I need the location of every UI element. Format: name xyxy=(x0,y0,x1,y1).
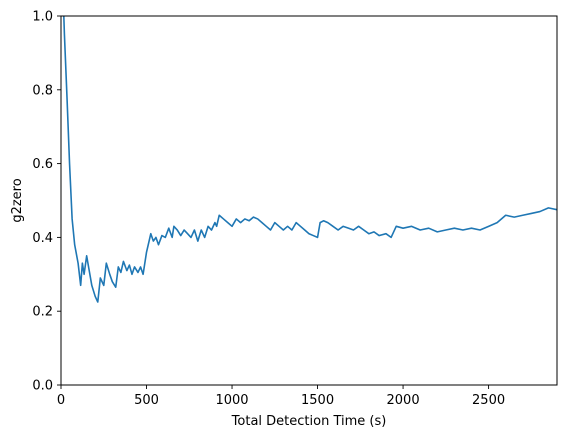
x-axis: 0 500 1000 1500 2000 2500 xyxy=(57,385,505,408)
y-tick-label: 0.6 xyxy=(32,157,53,172)
y-axis-label: g2zero xyxy=(10,178,25,222)
plot-area xyxy=(63,16,557,303)
x-tick-label: 2000 xyxy=(387,393,420,408)
x-tick-label: 0 xyxy=(57,393,65,408)
y-tick-label: 1.0 xyxy=(32,10,53,25)
y-tick-label: 0.4 xyxy=(32,231,53,246)
y-tick-label: 0.0 xyxy=(32,379,53,394)
x-axis-label: Total Detection Time (s) xyxy=(231,414,387,429)
x-tick-label: 1000 xyxy=(215,393,248,408)
series-line-0 xyxy=(63,16,557,303)
y-tick-label: 0.2 xyxy=(32,305,53,320)
x-tick-label: 1500 xyxy=(301,393,334,408)
y-tick-label: 0.8 xyxy=(32,83,53,98)
x-tick-label: 500 xyxy=(134,393,159,408)
plot-frame xyxy=(60,15,558,386)
x-tick-label: 2500 xyxy=(472,393,505,408)
y-axis: 0.0 0.2 0.4 0.6 0.8 1.0 xyxy=(32,10,61,394)
